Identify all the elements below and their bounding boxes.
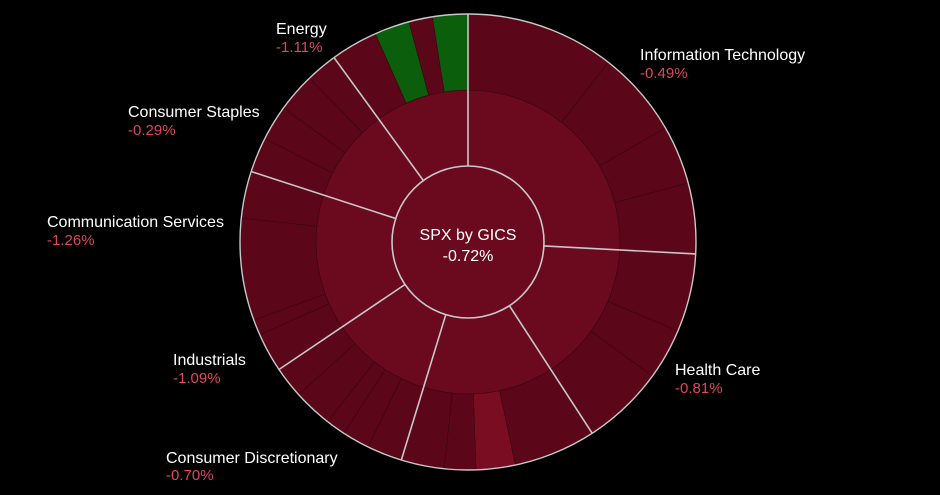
sunburst-wedges: [239, 13, 697, 471]
divider-consumer-discretionary: [508, 305, 593, 434]
sector-label-industrials[interactable]: Industrials -1.09%: [173, 352, 246, 387]
sector-change: -1.11%: [276, 39, 322, 56]
sector-name: Information Technology: [640, 47, 805, 64]
sector-label-health-care[interactable]: Health Care -0.81%: [675, 362, 760, 397]
sector-change: -0.49%: [640, 65, 688, 82]
sector-label-consumer-staples[interactable]: Consumer Staples -0.29%: [128, 104, 260, 139]
sector-change: -0.29%: [128, 122, 176, 139]
sector-change: -1.26%: [47, 232, 95, 249]
divider-communication-services: [278, 283, 406, 371]
chart-center: SPX by GICS -0.72%: [420, 227, 517, 265]
chart-title: SPX by GICS: [420, 227, 517, 244]
total-change: -0.72%: [443, 248, 494, 265]
sector-label-consumer-discretionary[interactable]: Consumer Discretionary -0.70%: [166, 450, 338, 484]
divider-industrials: [400, 314, 447, 461]
sector-name: Communication Services: [47, 214, 224, 231]
sector-name: Energy: [276, 21, 327, 38]
sector-label-information-technology[interactable]: Information Technology -0.49%: [640, 47, 805, 82]
sector-name: Consumer Discretionary: [166, 450, 338, 467]
sector-name: Industrials: [173, 352, 246, 369]
sector-name: Health Care: [675, 362, 760, 379]
sector-change: -0.81%: [675, 380, 723, 397]
sector-change: -1.09%: [173, 370, 221, 387]
divider-health-care: [543, 245, 696, 255]
sector-name: Consumer Staples: [128, 104, 260, 121]
divider-energy: [333, 57, 424, 181]
divider-consumer-staples: [250, 170, 396, 220]
sector-label-communication-services[interactable]: Communication Services -1.26%: [47, 214, 224, 249]
sector-label-energy[interactable]: Energy -1.11%: [276, 21, 327, 56]
sector-change: -0.70%: [166, 467, 214, 484]
sector-dividers: [239, 13, 697, 471]
